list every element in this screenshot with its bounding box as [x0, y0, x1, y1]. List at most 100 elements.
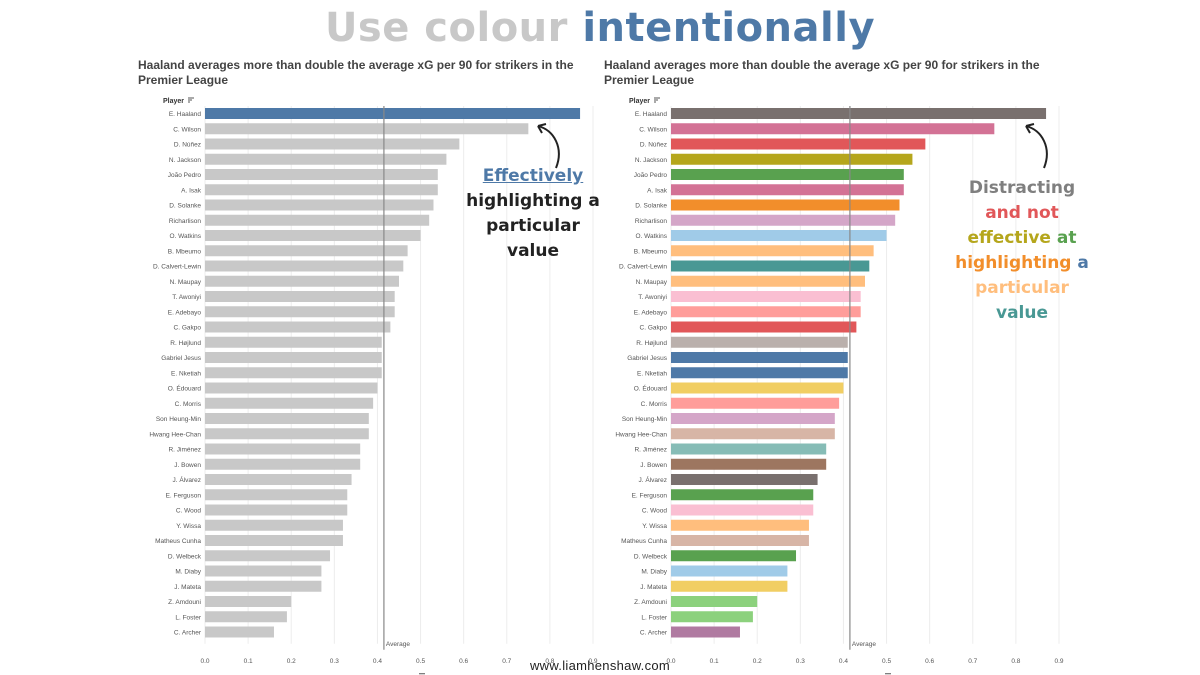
category-label: Matheus Cunha [155, 538, 201, 545]
bar [671, 230, 887, 241]
category-label: J. Bowen [174, 462, 201, 469]
bar [671, 519, 809, 531]
x-tick-label: 0.8 [545, 658, 554, 665]
category-label: C. Archer [174, 630, 202, 637]
category-label: D. Calvert-Lewin [153, 264, 201, 271]
bar [205, 199, 434, 211]
bar [205, 580, 322, 592]
category-label: A. Isak [181, 187, 202, 194]
category-label: E. Adebayo [168, 309, 202, 316]
left-annotation: Effectively highlighting a particular va… [463, 164, 603, 264]
x-tick-label: 0.9 [1054, 658, 1063, 665]
category-label: D. Welbeck [168, 553, 202, 560]
bar [205, 214, 430, 226]
bar [671, 275, 865, 287]
category-label: O. Watkins [635, 233, 667, 240]
category-label: R. Højlund [170, 340, 201, 347]
x-tick-label: 0.3 [796, 658, 805, 665]
right-bar-chart: Player E. Haaland C. Wilson D. Núñez N. Jack… [615, 97, 1064, 675]
category-label: A. Isak [647, 187, 668, 194]
bar [205, 489, 348, 501]
category-label: João Pedro [634, 172, 668, 179]
category-label: J. Mateta [640, 584, 667, 591]
x-tick-label: 0.4 [373, 658, 382, 665]
category-label: O. Watkins [169, 233, 201, 240]
right-annotation-word: and [985, 203, 1021, 223]
bar [671, 367, 848, 379]
bar [671, 382, 844, 394]
category-label: E. Nketiah [171, 370, 201, 377]
category-label: O. Édouard [634, 384, 668, 393]
category-label: J. Bowen [640, 462, 667, 469]
category-label: D. Welbeck [634, 553, 668, 560]
x-tick-label: 0.5 [416, 658, 425, 665]
bar [671, 352, 848, 363]
bar [205, 458, 361, 470]
bar [205, 184, 438, 196]
category-label: E. Adebayo [634, 309, 668, 316]
category-label: R. Jiménez [634, 447, 667, 454]
bar [205, 336, 382, 348]
bar [671, 245, 874, 257]
category-label: Hwang Hee-Chan [149, 431, 201, 438]
category-label: D. Calvert-Lewin [619, 264, 667, 271]
bar [205, 519, 343, 531]
bar [671, 199, 900, 211]
bar [671, 336, 848, 348]
x-tick-label: 0.2 [287, 658, 296, 665]
bar [671, 489, 814, 501]
category-label: L. Foster [641, 614, 667, 621]
bar [671, 428, 835, 440]
right-annotation-word: at [1056, 228, 1077, 248]
y-axis-label: Player [163, 98, 184, 105]
category-label: D. Solanke [169, 203, 201, 210]
bar [671, 260, 870, 272]
bar [205, 367, 382, 379]
category-label: C. Gakpo [640, 325, 668, 332]
right-annotation-word: not [1026, 203, 1059, 223]
bar [671, 565, 788, 577]
bar [671, 108, 1047, 119]
bar [205, 596, 292, 607]
bar [205, 230, 421, 241]
left-bar-chart: Player E. Haaland C. Wilson D. Núñez N. Jack… [149, 97, 598, 675]
category-label: E. Ferguson [632, 492, 668, 499]
x-tick-label: 0.6 [925, 658, 934, 665]
category-label: C. Morris [175, 401, 202, 408]
bar [671, 611, 753, 623]
category-label: Z. Amdouni [168, 599, 201, 606]
bar [205, 443, 361, 455]
bar [205, 474, 352, 485]
y-axis-label: Player [629, 98, 650, 105]
bar [205, 275, 399, 287]
credit-link[interactable]: www.liamhenshaw.com [529, 658, 671, 673]
right-chart-title: Haaland averages more than double the av… [604, 58, 1040, 87]
bar [671, 153, 913, 165]
headline-part-blue: intentionally [582, 5, 876, 51]
x-tick-label: 0.7 [502, 658, 511, 665]
x-tick-label: 0.8 [1011, 658, 1020, 665]
bar [205, 108, 581, 119]
category-label: N. Jackson [169, 157, 202, 164]
bar [671, 138, 926, 150]
bar [205, 413, 369, 424]
left-annotation-underlined: Effectively [482, 166, 584, 186]
right-arrow-icon [1025, 123, 1048, 169]
bar [671, 321, 857, 333]
bar [671, 535, 809, 546]
category-label: D. Núñez [174, 142, 201, 149]
bar [205, 352, 382, 363]
category-label: D. Núñez [640, 142, 667, 149]
headline-part-grey: Use colour [324, 5, 568, 51]
bar [671, 443, 827, 455]
category-label: Son Heung-Min [622, 416, 668, 423]
category-label: R. Højlund [636, 340, 667, 347]
sort-icon [419, 673, 425, 675]
x-tick-label: 0.2 [753, 658, 762, 665]
bar [671, 123, 995, 135]
bar [205, 626, 274, 638]
category-label: Son Heung-Min [156, 416, 202, 423]
bar [671, 169, 904, 180]
category-label: N. Jackson [635, 157, 668, 164]
category-label: Hwang Hee-Chan [615, 431, 667, 438]
